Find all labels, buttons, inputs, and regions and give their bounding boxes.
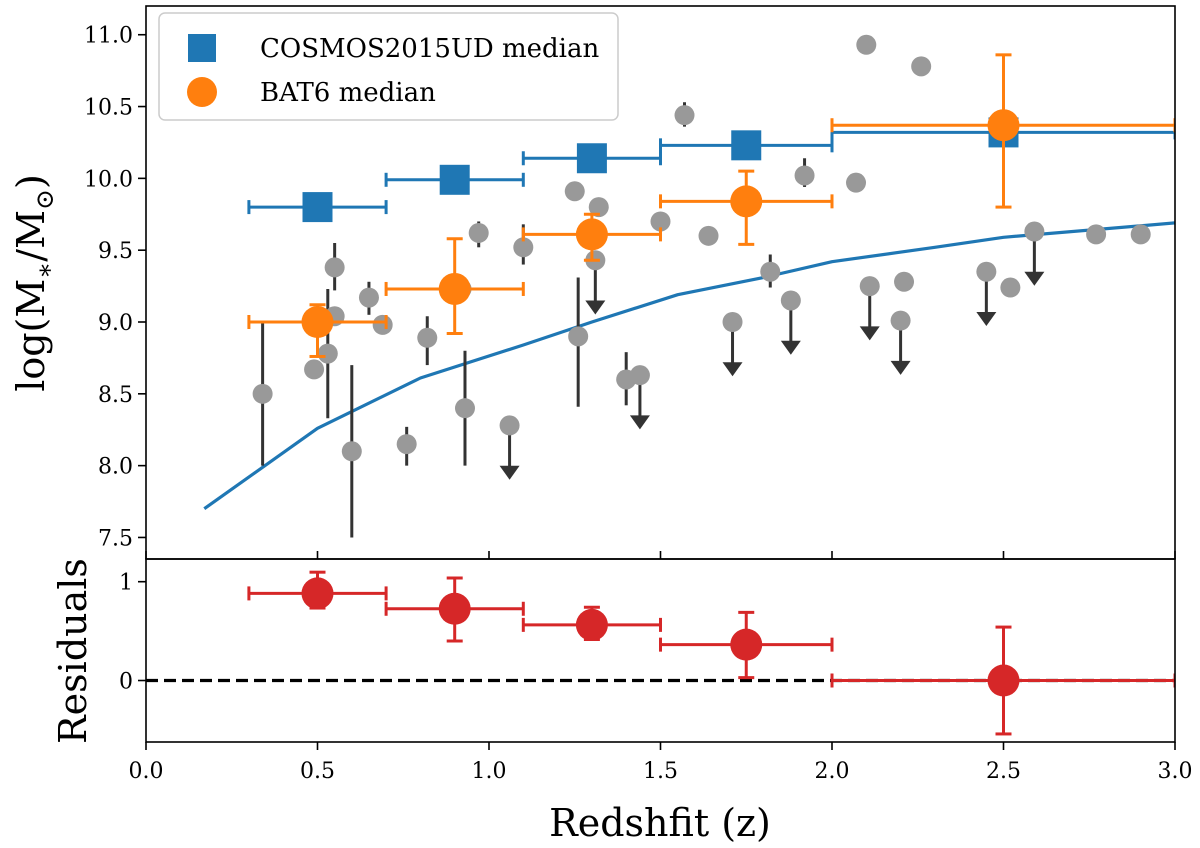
bat6-median-marker-0 [301, 306, 334, 338]
main-plot-content [203, 34, 1175, 538]
x-tick-label-3: 1.5 [643, 759, 678, 784]
grb-upper-limit-arrow-34 [976, 312, 997, 326]
x-tick-label-6: 3.0 [1158, 759, 1193, 784]
residual-marker-2 [575, 608, 608, 641]
bat6-median-marker-1 [438, 272, 471, 305]
x-axis-label: Redshfit (z) [549, 801, 771, 845]
grb-point-35 [1000, 277, 1021, 298]
y-tick-label-res-1: 1 [119, 571, 133, 596]
grb-point-23 [698, 225, 719, 246]
y-tick-label-main-0: 7.5 [98, 526, 133, 551]
grb-point-36 [1024, 221, 1045, 242]
y-tick-label-main-3: 9.0 [98, 311, 133, 336]
grb-point-1 [304, 359, 325, 380]
bat6-median-marker-4 [987, 109, 1020, 142]
grb-point-15 [564, 181, 585, 202]
grb-point-21 [650, 211, 671, 232]
grb-point-32 [894, 271, 915, 292]
grb-point-11 [454, 398, 475, 419]
grb-point-27 [794, 165, 815, 186]
residual-marker-4 [987, 664, 1020, 697]
grb-point-8 [396, 434, 417, 455]
grb-point-30 [859, 276, 880, 297]
residual-marker-3 [730, 628, 763, 661]
residual-marker-1 [438, 592, 471, 625]
bat6-median-marker-3 [730, 185, 763, 218]
cosmos-median-marker-3 [731, 130, 762, 161]
x-tick-label-0: 0.0 [129, 759, 164, 784]
y-tick-label-main-7: 11.0 [84, 24, 133, 49]
x-tick-label-2: 1.0 [472, 759, 507, 784]
x-tick-label-1: 0.5 [300, 759, 335, 784]
grb-point-4 [324, 257, 345, 278]
residuals-plot-content [146, 570, 1175, 736]
grb-point-7 [372, 314, 393, 335]
y-tick-label-main-5: 10.0 [84, 167, 133, 192]
grb-point-13 [499, 415, 520, 436]
grb-point-26 [780, 290, 801, 311]
grb-point-5 [341, 441, 362, 462]
grb-point-33 [911, 56, 932, 77]
grb-point-0 [252, 383, 273, 404]
grb-point-29 [856, 34, 877, 55]
legend-label-cosmos: COSMOS2015UD median [260, 34, 599, 64]
grb-point-9 [417, 327, 438, 348]
y-axis-label-residuals: Residuals [51, 558, 95, 744]
cosmos-median-marker-2 [576, 143, 607, 174]
grb-point-14 [513, 237, 534, 258]
residual-marker-0 [301, 577, 334, 610]
grb-point-24 [722, 312, 743, 332]
grb-point-38 [1130, 224, 1151, 245]
grb-upper-limit-arrow-24 [722, 362, 743, 377]
y-tick-label-main-2: 8.5 [98, 383, 133, 408]
grb-point-16 [568, 326, 589, 347]
grb-point-34 [976, 261, 997, 282]
grb-point-28 [846, 172, 867, 193]
legend: COSMOS2015UD median BAT6 median [158, 12, 619, 121]
grb-point-12 [468, 222, 489, 243]
x-tick-label-5: 2.5 [986, 759, 1021, 784]
y-axis-label-main: log(M∗/M⊙) [9, 174, 59, 392]
y-tick-label-res-0: 0 [119, 670, 133, 695]
bat6-median-marker-2 [575, 218, 608, 251]
legend-label-bat6: BAT6 median [260, 78, 436, 108]
grb-point-18 [588, 197, 609, 218]
grb-point-37 [1086, 224, 1107, 245]
grb-point-20 [629, 365, 650, 386]
y-tick-label-main-4: 9.5 [98, 239, 133, 264]
grb-point-22 [674, 105, 695, 126]
legend-marker-cosmos [188, 34, 216, 62]
legend-marker-bat6 [187, 77, 217, 107]
grb-upper-limit-arrow-26 [780, 340, 801, 355]
completeness-curve [203, 221, 1175, 511]
residuals-plot-frame [145, 558, 1176, 743]
grb-upper-limit-arrow-20 [629, 415, 650, 430]
cosmos-median-marker-0 [302, 192, 333, 223]
y-tick-label-main-6: 10.5 [84, 96, 133, 121]
grb-upper-limit-arrow-17 [585, 300, 606, 315]
grb-point-2 [317, 343, 338, 364]
cosmos-median-marker-1 [439, 164, 470, 195]
legend-box [158, 12, 619, 121]
grb-upper-limit-arrow-13 [499, 465, 520, 480]
grb-point-6 [358, 287, 379, 308]
x-tick-label-4: 2.0 [815, 759, 850, 784]
y-tick-label-main-1: 8.0 [98, 455, 133, 480]
grb-upper-limit-arrow-31 [890, 360, 911, 375]
grb-upper-limit-arrow-36 [1024, 271, 1045, 286]
grb-point-31 [890, 310, 911, 331]
grb-point-25 [760, 261, 781, 282]
grb-upper-limit-arrow-30 [859, 326, 880, 341]
